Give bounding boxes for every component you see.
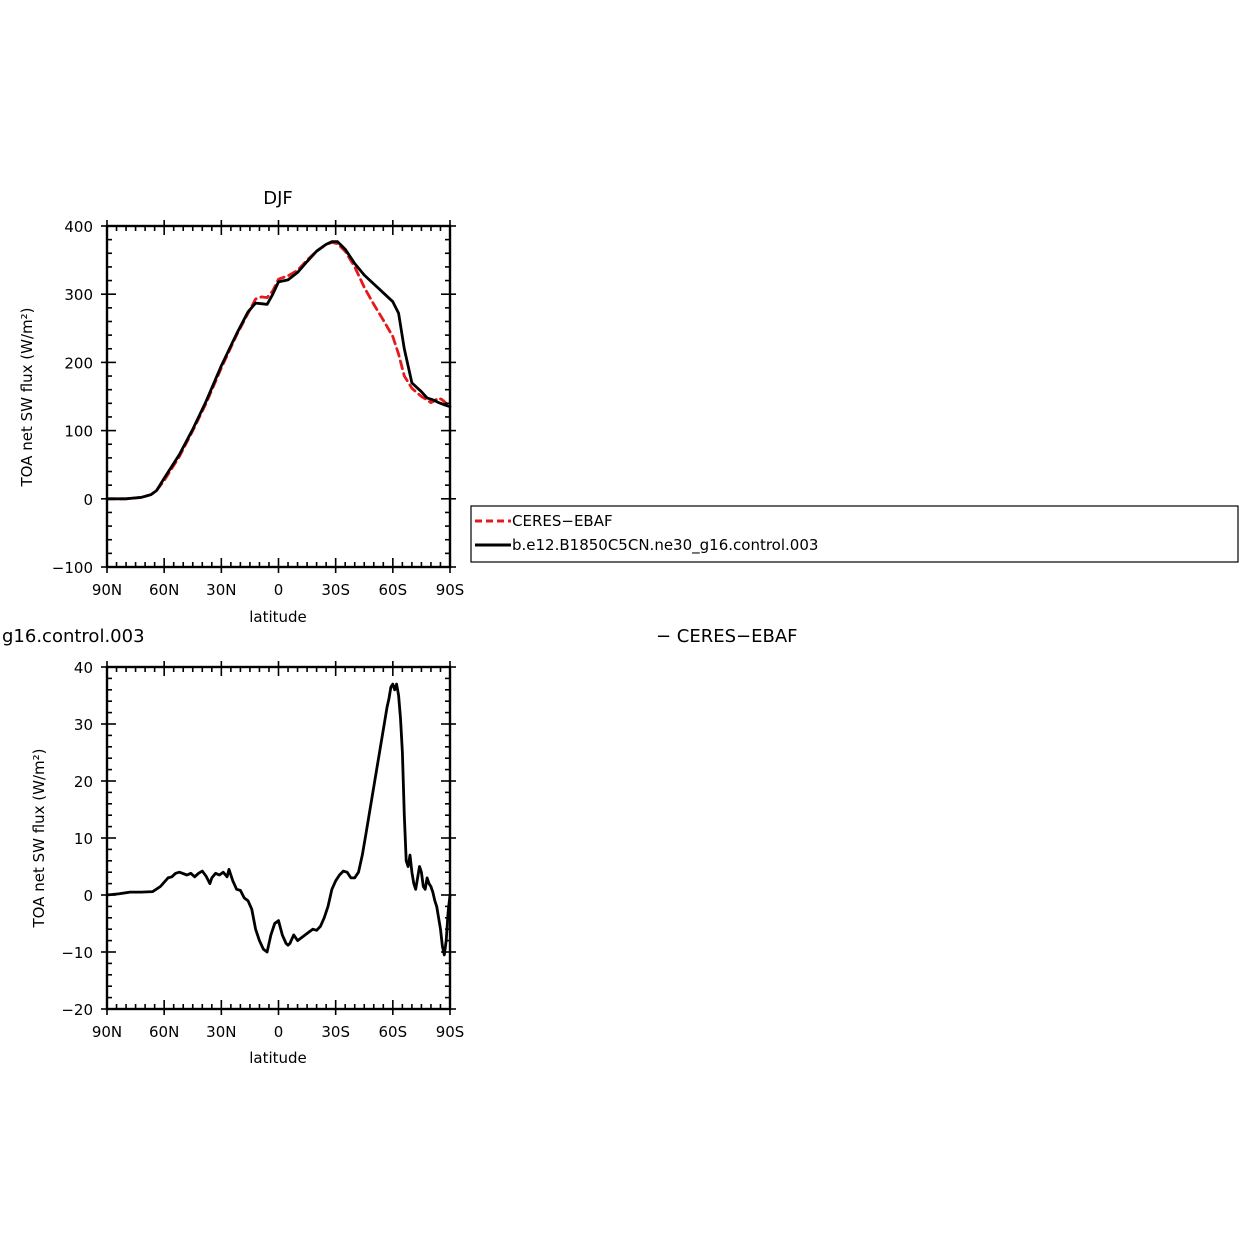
- bottom-y-tick-label: 40: [74, 659, 93, 677]
- bottom-x-tick-label: 60S: [379, 1023, 408, 1041]
- top-panel-title: DJF: [263, 188, 293, 209]
- bottom-y-tick-label: −10: [61, 944, 93, 962]
- top-x-tick-label: 60S: [379, 581, 408, 599]
- bottom-x-tick-label: 90S: [436, 1023, 465, 1041]
- bottom-plot-frame: [105, 665, 452, 1011]
- top-x-tick-label: 60N: [149, 581, 179, 599]
- bottom-y-tick-label: 0: [83, 887, 93, 905]
- bottom-y-tick-label: −20: [61, 1001, 93, 1019]
- top-x-tick-label: 0: [274, 581, 284, 599]
- bottom-y-tick-label: 10: [74, 830, 93, 848]
- bottom-panel-title-left: g16.control.003: [2, 626, 145, 647]
- top-x-tick-label: 30S: [321, 581, 350, 599]
- top-y-tick-label: 0: [83, 491, 93, 509]
- top-y-tick-label: 200: [64, 354, 93, 372]
- bottom-y-axis-label: TOA net SW flux (W/m²): [30, 748, 48, 928]
- top-y-tick-label: 300: [64, 286, 93, 304]
- bottom-x-tick-label: 30N: [206, 1023, 236, 1041]
- bottom-x-tick-label: 0: [274, 1023, 284, 1041]
- top-plot-area: 90N 60N 30N 0 30S 60S 90S −100 0 100 200 300 400: [52, 218, 465, 599]
- bottom-y-tick-label: 20: [74, 773, 93, 791]
- legend-label-model: b.e12.B1850C5CN.ne30_g16.control.003: [512, 536, 818, 555]
- bottom-series-line-0: [105, 682, 452, 957]
- top-plot-frame: [105, 224, 452, 569]
- legend-label-ceres: CERES−EBAF: [512, 512, 613, 530]
- top-series-line-1: [105, 240, 452, 501]
- bottom-panel: g16.control.003 − CERES−EBAF 90N 60N 30N 0 3…: [2, 626, 798, 1067]
- top-y-tick-label: 400: [64, 218, 93, 236]
- bottom-x-tick-label: 30S: [321, 1023, 350, 1041]
- top-x-tick-label: 90N: [92, 581, 122, 599]
- bottom-x-tick-label: 60N: [149, 1023, 179, 1041]
- legend: CERES−EBAF b.e12.B1850C5CN.ne30_g16.cont…: [470, 505, 1239, 563]
- top-y-tick-label: 100: [64, 423, 93, 441]
- top-x-axis-label: latitude: [249, 608, 307, 626]
- bottom-x-axis-label: latitude: [249, 1049, 307, 1067]
- top-x-tick-label: 30N: [206, 581, 236, 599]
- top-x-tick-label: 90S: [436, 581, 465, 599]
- top-panel: DJF 90N 60N 30N 0 30S 60S 90S −100 0 100 200 300 400…: [18, 188, 464, 626]
- top-y-tick-label: −100: [52, 559, 93, 577]
- bottom-y-tick-label: 30: [74, 716, 93, 734]
- legend-box: [470, 505, 1239, 563]
- bottom-x-tick-label: 90N: [92, 1023, 122, 1041]
- top-y-axis-label: TOA net SW flux (W/m²): [18, 307, 36, 487]
- bottom-plot-area: 90N 60N 30N 0 30S 60S 90S −20 −10 0 10 20 30 40: [61, 659, 464, 1041]
- bottom-panel-title-right: − CERES−EBAF: [656, 626, 798, 647]
